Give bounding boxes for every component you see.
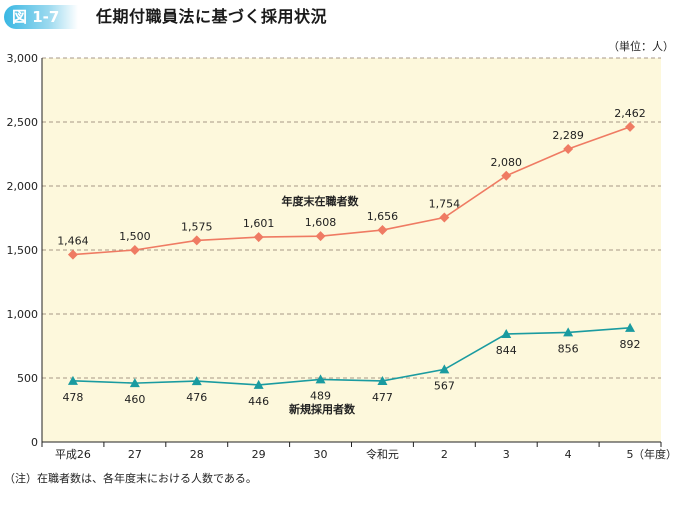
data-label: 476 [186, 391, 207, 404]
x-tick-label: 3 [503, 448, 510, 461]
data-label: 478 [62, 391, 83, 404]
data-point-triangle [439, 364, 450, 374]
data-label: 460 [124, 393, 145, 406]
data-label: 2,462 [614, 107, 646, 120]
data-labels: 1,464 1,500 1,575 1,601 1,608 1,656 1,754 2,080… [57, 107, 646, 416]
unit-label: （単位：人） [608, 40, 674, 53]
data-point-diamond [377, 225, 388, 236]
data-point-triangle [315, 374, 326, 384]
data-point-triangle [191, 376, 202, 386]
x-tick-label: 4 [565, 448, 572, 461]
data-label: 2,080 [491, 156, 523, 169]
data-label: 477 [372, 391, 393, 404]
series-name-label: 年度末在職者数 [282, 194, 360, 208]
data-label: 489 [310, 389, 331, 402]
y-tick-label: 0 [31, 436, 38, 449]
data-point-diamond [439, 212, 450, 223]
y-tick-label: 1,000 [7, 308, 39, 321]
data-label: 567 [434, 379, 455, 392]
data-label: 892 [620, 338, 641, 351]
x-tick-label: 令和元 [366, 447, 399, 461]
x-tick-label: 28 [190, 448, 204, 461]
data-point-diamond [67, 249, 78, 260]
data-label: 1,575 [181, 220, 213, 233]
data-point-triangle [129, 378, 140, 388]
data-label: 1,754 [429, 197, 461, 210]
data-label: 2,289 [552, 129, 584, 142]
data-label: 1,601 [243, 217, 275, 230]
y-tick-label: 1,500 [7, 244, 39, 257]
series-layer [67, 121, 636, 389]
x-tick-label: 30 [314, 448, 328, 461]
x-tick-label: 27 [128, 448, 142, 461]
series-name-label: 新規採用者数 [289, 402, 356, 416]
y-tick-label: 2,500 [7, 116, 39, 129]
axes: 0 500 1,000 1,500 2,000 2,500 3,000 平成26 27 28 29 3… [7, 52, 678, 461]
figure-note: （注）在職者数は、各年度末における人数である。 [4, 472, 257, 485]
data-point-triangle [563, 327, 574, 337]
data-point-triangle [67, 375, 78, 385]
figure-header: 図 1-7 任期付職員法に基づく採用状況 [0, 0, 680, 40]
data-label: 1,656 [367, 210, 399, 223]
x-tick-label: 29 [252, 448, 266, 461]
series-line-2 [72, 327, 631, 386]
data-point-triangle [625, 322, 636, 332]
data-label: 856 [558, 342, 579, 355]
x-axis-suffix-label: （年度） [633, 447, 677, 461]
data-point-diamond [563, 144, 574, 155]
data-point-diamond [191, 235, 202, 246]
data-label: 1,464 [57, 235, 89, 248]
figure-number-badge: 図 1-7 [4, 5, 78, 29]
data-point-triangle [501, 328, 512, 338]
grid-lines [42, 57, 661, 379]
x-tick-label: 5 [627, 448, 634, 461]
data-point-diamond [625, 121, 636, 132]
data-point-triangle [377, 375, 388, 385]
x-tick-label: 2 [441, 448, 448, 461]
data-label: 1,608 [305, 216, 337, 229]
series-line-1 [72, 126, 631, 256]
y-tick-label: 2,000 [7, 180, 39, 193]
data-label: 844 [496, 344, 517, 357]
data-label: 446 [248, 395, 269, 408]
data-point-diamond [253, 232, 264, 243]
data-point-diamond [315, 231, 326, 242]
data-point-diamond [501, 170, 512, 181]
x-tick-label: 平成26 [55, 448, 91, 461]
y-tick-label: 500 [17, 372, 38, 385]
data-point-diamond [129, 245, 140, 255]
y-tick-label: 3,000 [7, 52, 39, 65]
figure-title: 任期付職員法に基づく採用状況 [96, 7, 328, 26]
data-point-triangle [253, 379, 264, 389]
line-chart: 0 500 1,000 1,500 2,000 2,500 3,000 平成26 27 28 29 3… [7, 52, 678, 461]
data-label: 1,500 [119, 230, 151, 243]
